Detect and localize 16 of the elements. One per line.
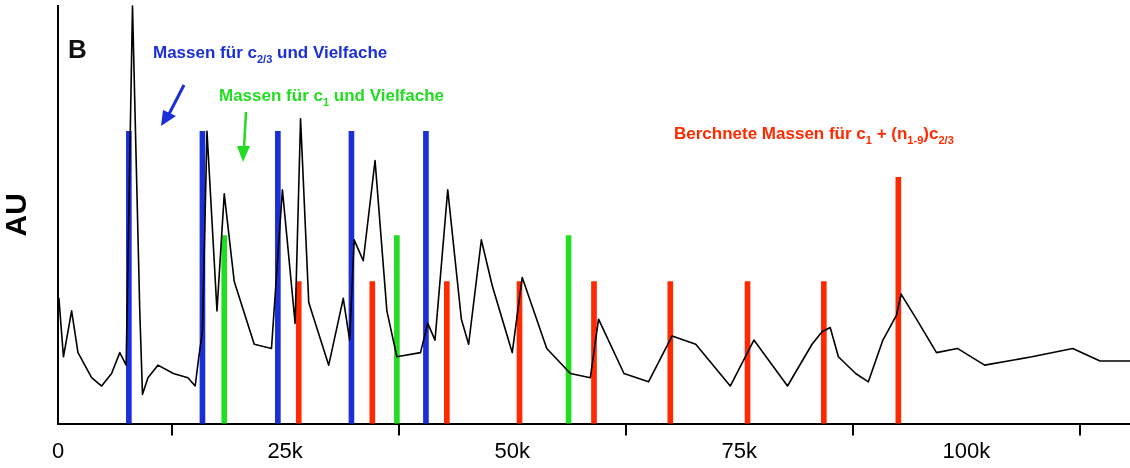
x-tick-label: 75k bbox=[721, 437, 759, 463]
bar bbox=[423, 130, 429, 424]
bar bbox=[394, 235, 400, 424]
annotation: B bbox=[68, 34, 87, 64]
bar bbox=[295, 281, 302, 424]
y-axis-title: AU bbox=[0, 193, 33, 237]
x-tick-label: 50k bbox=[494, 437, 531, 463]
bar bbox=[444, 281, 450, 424]
x-tick-label: 100k bbox=[942, 437, 992, 463]
bar bbox=[591, 281, 597, 424]
bar bbox=[821, 281, 827, 424]
x-tick-label: 25k bbox=[267, 437, 304, 463]
bar bbox=[275, 130, 281, 424]
bar bbox=[221, 235, 228, 424]
bar bbox=[667, 281, 674, 424]
x-tick-label: 0 bbox=[51, 437, 65, 463]
